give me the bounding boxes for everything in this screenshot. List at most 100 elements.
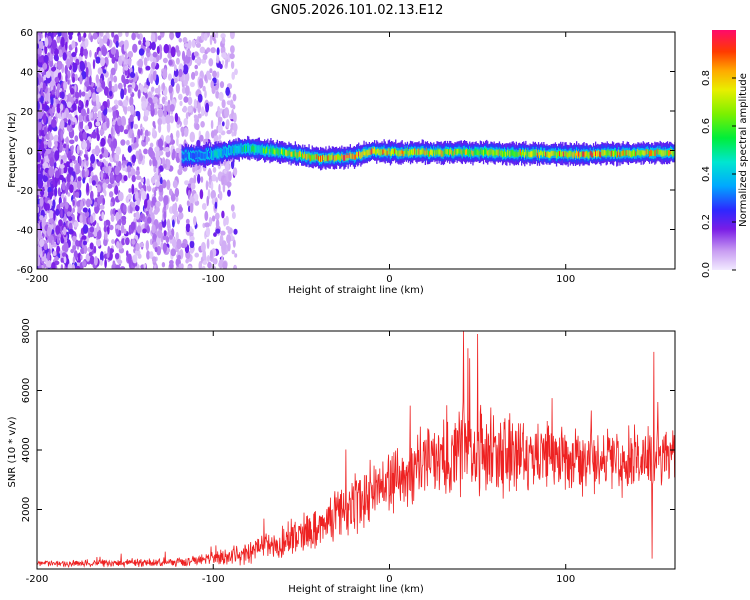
spectrogram-cell [597, 150, 599, 157]
spectrogram-cell [484, 148, 486, 155]
spectrogram-cell [43, 174, 46, 182]
spectrogram-cell [196, 151, 198, 158]
spectrogram-cell [169, 104, 175, 112]
spectrogram-ytick-label: 0 [27, 147, 33, 158]
spectrogram-cell [350, 153, 352, 159]
spectrogram-cell [220, 230, 226, 236]
spectrogram-cell [100, 57, 106, 67]
spectrogram-cell [43, 126, 47, 136]
spectrogram-cell [137, 58, 144, 68]
spectrogram-cell [591, 152, 594, 158]
spectrogram-cell [180, 126, 185, 133]
spectrogram-cell [50, 96, 54, 106]
spectrogram-cell [491, 148, 493, 155]
spectrogram-cell [195, 151, 197, 158]
spectrogram-cell [129, 71, 136, 78]
spectrogram-cell [183, 127, 189, 137]
spectrogram-cell [117, 118, 122, 127]
spectrogram-cell [87, 121, 93, 130]
spectrogram-cell [71, 52, 77, 58]
spectrogram-cell [601, 149, 603, 156]
spectrogram-cell [112, 260, 116, 267]
spectrogram-cell [286, 149, 288, 157]
spectrogram-cell [252, 144, 254, 151]
spectrogram-cell [603, 150, 605, 156]
spectrogram-cell [514, 151, 516, 158]
spectrogram-cell [586, 151, 588, 157]
spectrogram-cell [290, 151, 292, 157]
spectrogram-cell [362, 151, 364, 157]
spectrogram-cell [49, 60, 54, 68]
spectrogram-cell [53, 85, 56, 93]
spectrogram-cell [367, 149, 369, 156]
spectrogram-cell [213, 77, 217, 84]
spectrogram-cell [218, 183, 221, 194]
spectrogram-cell [88, 111, 92, 121]
spectrogram-cell [77, 206, 82, 214]
spectrogram-cell [470, 150, 472, 157]
spectrogram-cell [206, 195, 209, 207]
spectrogram-cell [227, 149, 229, 156]
spectrogram-cell [74, 135, 79, 142]
spectrogram-cell [382, 149, 384, 155]
spectrogram-cell [246, 145, 248, 152]
spectrogram-cell [81, 168, 85, 179]
spectrogram-cell [185, 152, 187, 158]
spectrogram-cell [104, 166, 109, 174]
spectrogram-cell [140, 128, 143, 136]
spectrogram-cell [370, 148, 373, 155]
spectrogram-cell [424, 150, 426, 156]
spectrogram-cell [285, 149, 287, 156]
spectrogram-cell [471, 149, 473, 155]
spectrogram-cell [444, 148, 447, 154]
spectrogram-cell [103, 238, 108, 247]
spectrogram-cell [652, 150, 654, 156]
spectrogram-cell [145, 40, 151, 47]
spectrogram-cell [119, 124, 124, 133]
spectrogram-cell [200, 176, 204, 183]
spectrogram-cell [84, 92, 89, 103]
spectrogram-cell [92, 59, 96, 70]
spectrogram-cell [115, 264, 121, 269]
spectrogram-cell [96, 184, 101, 193]
spectrogram-cell [37, 152, 42, 163]
spectrogram-cell [312, 155, 314, 161]
spectrogram-cell [632, 150, 634, 157]
spectrogram-cell [80, 46, 84, 57]
spectrogram-cell [237, 145, 239, 152]
spectrogram-cell [161, 179, 167, 189]
spectrogram-cell [195, 42, 201, 48]
colorbar-gradient [712, 30, 736, 270]
spectrogram-cell [543, 150, 545, 156]
spectrogram-cell [44, 184, 47, 190]
spectrogram-cell [588, 152, 590, 159]
spectrogram-cell [174, 112, 179, 123]
spectrogram-cell [70, 175, 74, 182]
spectrogram-cell [142, 36, 146, 47]
spectrogram-cell [175, 57, 180, 65]
spectrogram-cell [183, 153, 185, 160]
spectrogram-cell [45, 105, 50, 111]
spectrogram-cell [234, 147, 236, 153]
spectrogram-cell [486, 148, 488, 155]
spectrogram-cell [133, 123, 139, 130]
spectrogram-cell [228, 147, 230, 153]
spectrogram-cell [364, 151, 366, 157]
spectrogram-cell [374, 147, 376, 154]
spectrogram-cell [271, 148, 273, 155]
spectrogram-cell [83, 85, 87, 92]
spectrogram-cell [219, 81, 225, 89]
spectrogram-cell [262, 147, 265, 154]
spectrogram-cell [206, 238, 210, 250]
spectrogram-cell [507, 149, 509, 156]
spectrogram-cell [573, 150, 576, 156]
spectrogram-cell [646, 149, 649, 155]
spectrogram-cell [600, 152, 602, 158]
spectrogram-cell [105, 178, 110, 185]
spectrogram-cell [225, 149, 228, 155]
spectrogram-cell [154, 186, 158, 191]
spectrogram-cell [366, 150, 368, 157]
spectrogram-cell [141, 100, 147, 109]
spectrogram-cell [614, 150, 616, 157]
spectrogram-cell [47, 35, 52, 46]
